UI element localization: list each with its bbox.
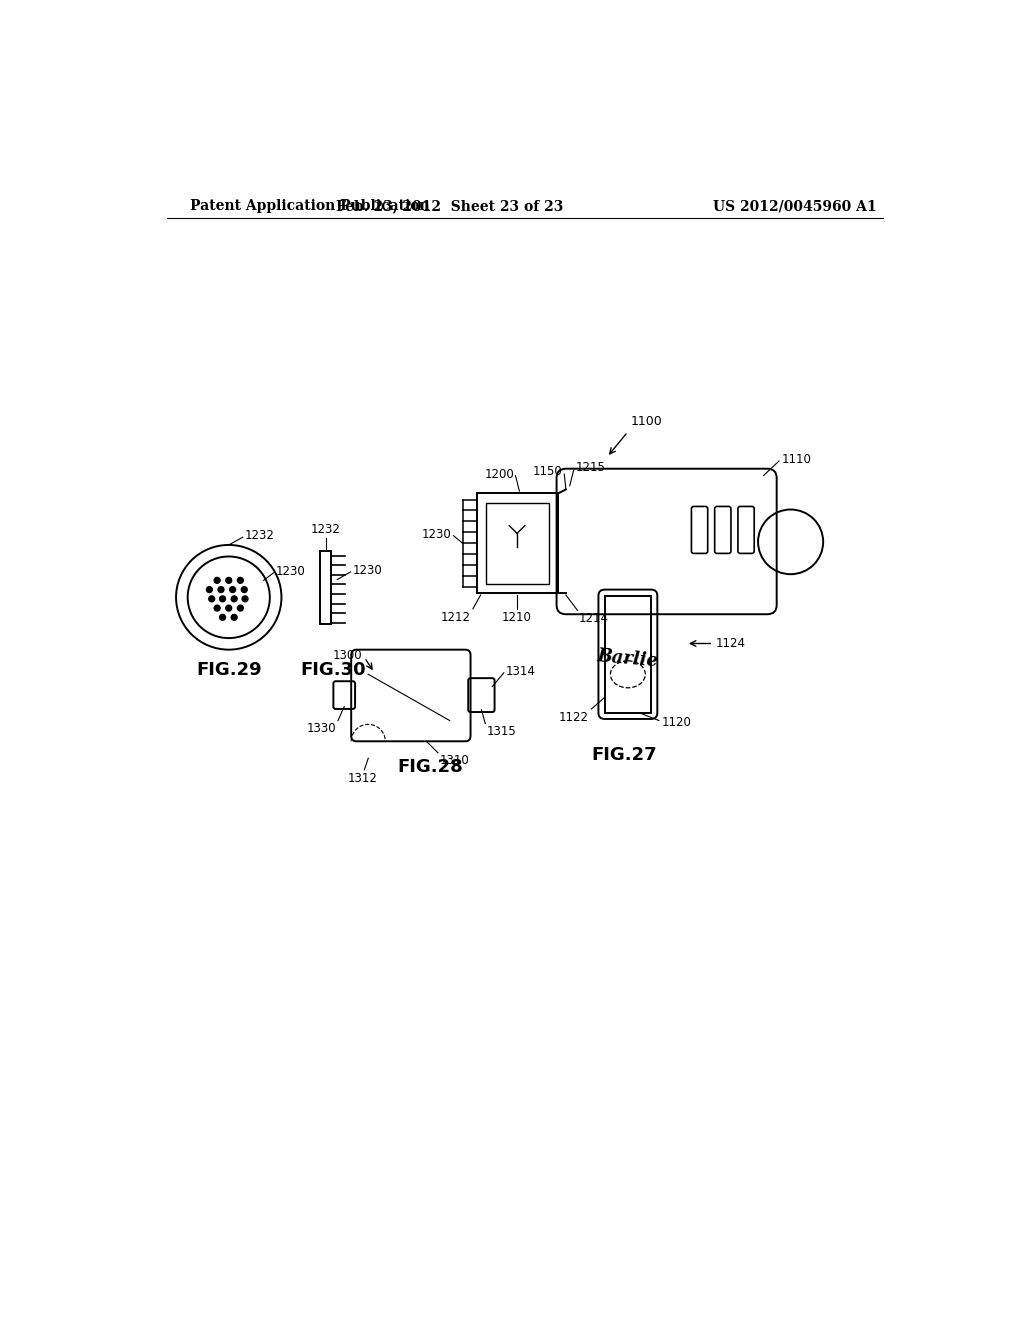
Text: 1200: 1200 [484,467,514,480]
Circle shape [238,577,244,583]
Text: 1150: 1150 [534,465,563,478]
Circle shape [209,595,215,602]
Bar [321,552,331,624]
Text: 1300: 1300 [333,648,362,661]
Text: FIG.27: FIG.27 [591,746,656,764]
Text: 1232: 1232 [245,529,274,543]
Text: FIG.29: FIG.29 [196,661,261,680]
Text: 1310: 1310 [439,755,469,767]
Text: Feb. 23, 2012  Sheet 23 of 23: Feb. 23, 2012 Sheet 23 of 23 [336,199,563,213]
Circle shape [214,605,220,611]
Text: 1314: 1314 [506,665,536,677]
Circle shape [231,614,238,620]
Text: 1214: 1214 [579,612,609,624]
Circle shape [226,577,231,583]
Circle shape [219,614,225,620]
Circle shape [214,577,220,583]
Text: FIG.30: FIG.30 [301,661,367,680]
Text: 1330: 1330 [307,722,337,735]
Text: 1315: 1315 [486,725,516,738]
Circle shape [219,595,225,602]
Text: 1210: 1210 [502,611,532,624]
Circle shape [231,595,238,602]
Text: FIG.28: FIG.28 [397,758,463,776]
Circle shape [226,605,231,611]
Text: 1110: 1110 [781,453,811,466]
Text: 1212: 1212 [440,611,471,624]
Text: 1230: 1230 [352,564,383,577]
Circle shape [242,595,248,602]
Circle shape [218,586,224,593]
Bar [477,494,558,594]
Text: 1232: 1232 [310,523,341,536]
Text: 1215: 1215 [575,462,605,474]
Text: US 2012/0045960 A1: US 2012/0045960 A1 [713,199,877,213]
Circle shape [238,605,244,611]
Bar [486,503,549,585]
Text: Patent Application Publication: Patent Application Publication [190,199,430,213]
Text: 1122: 1122 [559,711,589,725]
Text: 1124: 1124 [716,638,745,649]
Circle shape [242,586,247,593]
Text: 1100: 1100 [630,414,662,428]
Text: 1120: 1120 [662,715,691,729]
Text: Barlie: Barlie [596,647,659,671]
Circle shape [229,586,236,593]
Text: 1230: 1230 [275,565,305,578]
Text: 1230: 1230 [422,528,452,541]
Circle shape [207,586,212,593]
Text: 1312: 1312 [348,772,378,785]
